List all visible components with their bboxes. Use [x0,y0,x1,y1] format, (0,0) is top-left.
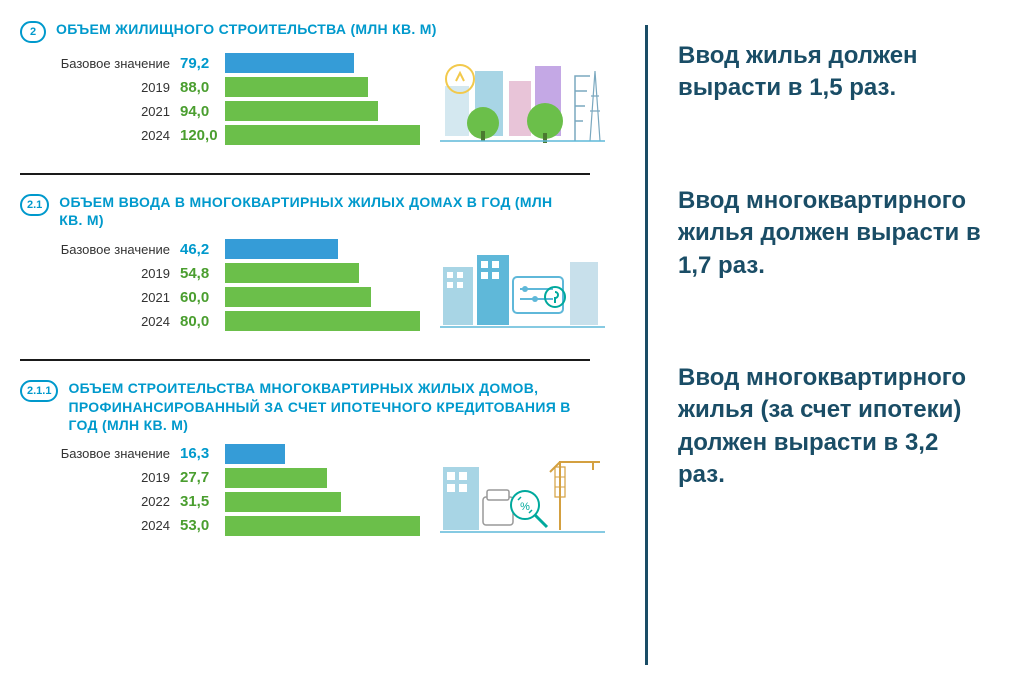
bar-track [225,123,425,147]
bar-track [225,51,425,75]
bar [225,468,327,488]
bar [225,239,338,259]
bar-track [225,490,425,514]
bar-row: Базовое значение46,2 [20,237,425,261]
summary-text-1: Ввод жилья должен вырасти в 1,5 раз. [678,40,985,105]
bar-value: 79,2 [180,55,225,72]
bar-track [225,75,425,99]
bar-row: 202194,0 [20,99,425,123]
bar-label: 2024 [20,518,180,533]
section-divider [20,173,590,175]
bar-value: 80,0 [180,313,225,330]
bar-chart: Базовое значение79,2201988,0202194,02024… [20,51,425,147]
bar-value: 60,0 [180,289,225,306]
bar-track [225,285,425,309]
summary-text-2: Ввод многоквартирного жилья должен вырас… [678,185,985,282]
bar [225,492,341,512]
bar-chart: Базовое значение16,3201927,7202231,52024… [20,442,425,538]
bar-track [225,309,425,333]
bar-label: 2022 [20,494,180,509]
bar-label: 2019 [20,470,180,485]
bar [225,516,420,536]
bar [225,77,368,97]
section-divider [20,359,590,361]
section-title: ОБЪЕМ ВВОДА В МНОГОКВАРТИРНЫХ ЖИЛЫХ ДОМА… [59,193,579,229]
right-column: Ввод жилья должен вырасти в 1,5 раз. Вво… [648,0,1015,690]
bar-label: 2021 [20,104,180,119]
chart-area: Базовое значение16,3201927,7202231,52024… [20,442,645,542]
bar-track [225,466,425,490]
bar [225,311,420,331]
chart-area: Базовое значение79,2201988,0202194,02024… [20,51,645,151]
illustration-construction: % [435,442,610,542]
section-badge: 2.1.1 [20,380,58,402]
bar-label: 2021 [20,290,180,305]
bar-row: Базовое значение79,2 [20,51,425,75]
bar-value: 88,0 [180,79,225,96]
section-header: 2.1 ОБЪЕМ ВВОДА В МНОГОКВАРТИРНЫХ ЖИЛЫХ … [20,193,645,229]
bar [225,101,378,121]
bar-row: 202231,5 [20,490,425,514]
bar-label: 2019 [20,80,180,95]
illustration-city-trees [435,51,610,151]
bar-track [225,99,425,123]
bar-label: 2024 [20,314,180,329]
bar [225,287,371,307]
section-title: ОБЪЕМ СТРОИТЕЛЬСТВА МНОГОКВАРТИРНЫХ ЖИЛЫ… [68,379,588,434]
bar [225,444,285,464]
left-column: 2 ОБЪЕМ ЖИЛИЩНОГО СТРОИТЕЛЬСТВА (МЛН КВ.… [0,0,645,690]
bar-label: Базовое значение [20,242,180,257]
bar-label: 2024 [20,128,180,143]
bar-label: Базовое значение [20,56,180,71]
bar-track [225,237,425,261]
section-2-1-1: 2.1.1 ОБЪЕМ СТРОИТЕЛЬСТВА МНОГОКВАРТИРНЫ… [20,379,645,542]
bar-label: Базовое значение [20,446,180,461]
bar-value: 53,0 [180,517,225,534]
bar [225,125,420,145]
section-badge: 2.1 [20,194,49,216]
chart-area: Базовое значение46,2201954,8202160,02024… [20,237,645,337]
bar [225,263,359,283]
bar-value: 16,3 [180,445,225,462]
bar-value: 31,5 [180,493,225,510]
bar-value: 54,8 [180,265,225,282]
bar-chart: Базовое значение46,2201954,8202160,02024… [20,237,425,333]
bar-value: 120,0 [180,127,225,144]
illustration-buildings [435,237,610,337]
bar [225,53,354,73]
bar-row: 202160,0 [20,285,425,309]
bar-label: 2019 [20,266,180,281]
section-2: 2 ОБЪЕМ ЖИЛИЩНОГО СТРОИТЕЛЬСТВА (МЛН КВ.… [20,20,645,151]
bar-row: Базовое значение16,3 [20,442,425,466]
bar-value: 94,0 [180,103,225,120]
section-header: 2 ОБЪЕМ ЖИЛИЩНОГО СТРОИТЕЛЬСТВА (МЛН КВ.… [20,20,645,43]
section-badge: 2 [20,21,46,43]
bar-row: 202453,0 [20,514,425,538]
section-2-1: 2.1 ОБЪЕМ ВВОДА В МНОГОКВАРТИРНЫХ ЖИЛЫХ … [20,193,645,337]
bar-track [225,261,425,285]
summary-text-3: Ввод многоквартирного жилья (за счет ипо… [678,362,985,492]
bar-row: 201954,8 [20,261,425,285]
bar-value: 46,2 [180,241,225,258]
bar-track [225,442,425,466]
svg-text:%: % [520,501,530,513]
bar-track [225,514,425,538]
bar-row: 2024120,0 [20,123,425,147]
section-header: 2.1.1 ОБЪЕМ СТРОИТЕЛЬСТВА МНОГОКВАРТИРНЫ… [20,379,645,434]
section-title: ОБЪЕМ ЖИЛИЩНОГО СТРОИТЕЛЬСТВА (МЛН КВ. М… [56,20,437,38]
bar-row: 201988,0 [20,75,425,99]
bar-value: 27,7 [180,469,225,486]
bar-row: 202480,0 [20,309,425,333]
bar-row: 201927,7 [20,466,425,490]
